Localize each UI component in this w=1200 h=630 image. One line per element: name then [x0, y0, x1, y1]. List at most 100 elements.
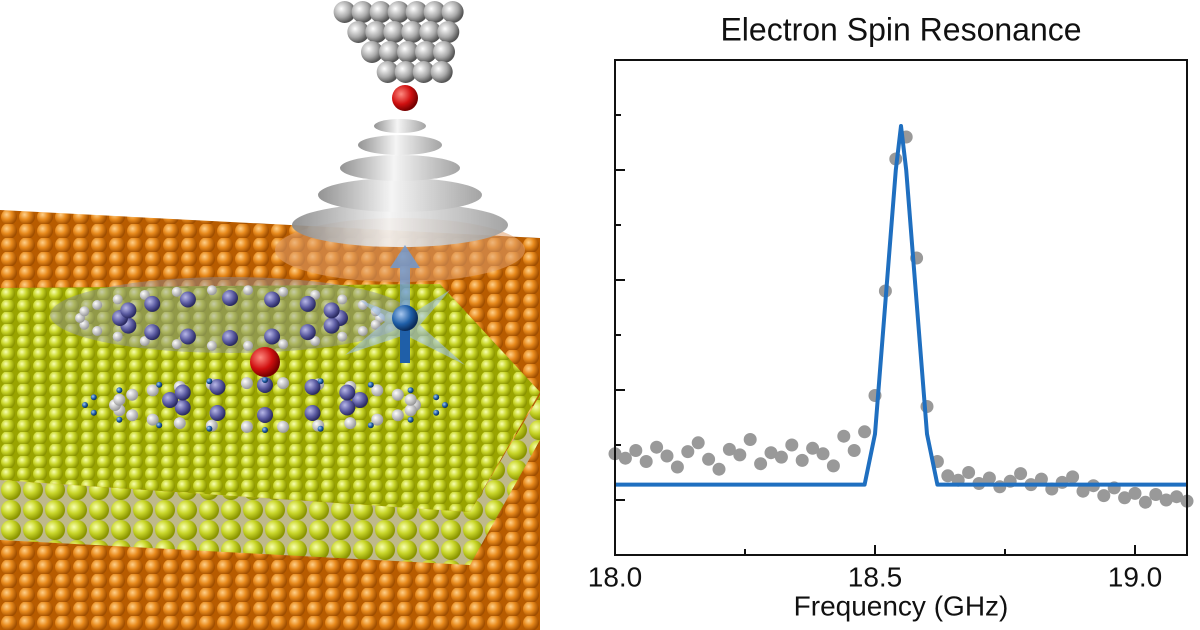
atom	[209, 404, 226, 421]
atom	[126, 409, 139, 422]
data-point	[1170, 490, 1184, 504]
tip-atom	[379, 41, 401, 63]
atom	[391, 388, 404, 401]
atom	[79, 306, 90, 317]
atom	[337, 294, 348, 305]
atom	[339, 384, 356, 401]
data-point	[982, 471, 996, 485]
data-point	[1014, 467, 1028, 481]
tip-atom	[392, 85, 418, 111]
atom	[156, 381, 163, 388]
tip-atom	[387, 1, 410, 23]
data-point	[1076, 484, 1090, 498]
data-point	[941, 469, 955, 483]
atom	[209, 379, 226, 396]
atom	[257, 377, 273, 393]
atom	[264, 328, 281, 345]
atom	[433, 394, 440, 401]
atom	[337, 331, 348, 342]
data-point	[743, 433, 757, 446]
atom	[323, 317, 340, 334]
atom	[278, 286, 289, 297]
atom	[222, 290, 238, 306]
atom	[277, 377, 290, 390]
atom	[299, 324, 316, 341]
atom	[179, 291, 196, 308]
tip-atom	[419, 21, 442, 43]
atom	[277, 420, 290, 433]
atom	[174, 384, 191, 401]
atom	[173, 417, 186, 430]
data-point	[816, 447, 830, 461]
layer-edge	[0, 395, 540, 565]
tip-atom	[351, 1, 374, 23]
data-point	[1149, 488, 1163, 501]
atom	[344, 417, 357, 430]
atom	[407, 416, 414, 423]
atom	[92, 326, 103, 337]
tip-atom	[347, 21, 370, 43]
atom	[391, 409, 404, 422]
plot-frame	[614, 59, 1188, 556]
atom	[278, 339, 289, 350]
atom	[171, 339, 182, 350]
atom	[146, 413, 159, 426]
data-point	[1097, 489, 1111, 503]
atom	[112, 294, 123, 305]
atom	[120, 302, 137, 319]
atom	[304, 379, 321, 396]
center-atom	[250, 347, 280, 377]
atom	[310, 336, 321, 347]
atom	[304, 404, 321, 421]
tip-atom	[376, 61, 399, 83]
atom	[174, 399, 191, 416]
stm-tip	[333, 1, 464, 83]
data-point	[806, 441, 820, 455]
tip-atom	[361, 41, 383, 63]
tip-atom	[415, 41, 437, 63]
data-point	[774, 450, 788, 464]
atom	[113, 393, 126, 406]
atom	[243, 340, 254, 351]
chart-title: Electron Spin Resonance	[720, 11, 1081, 47]
tip-atom	[441, 1, 464, 23]
molecules	[75, 285, 448, 433]
atom	[264, 291, 281, 308]
data-point	[837, 429, 851, 443]
data-point	[712, 462, 726, 476]
atom	[144, 324, 161, 341]
atom	[240, 420, 253, 433]
data-point	[691, 436, 705, 450]
atom	[206, 340, 217, 351]
cones	[292, 119, 508, 247]
data-point	[681, 445, 695, 459]
atom	[82, 402, 88, 408]
data-point	[1138, 495, 1152, 509]
tip-atom	[405, 1, 428, 23]
tip-atom	[369, 1, 392, 23]
atom	[156, 422, 163, 429]
x-tick-label: 18.5	[848, 561, 903, 592]
atom	[90, 409, 97, 416]
atom	[323, 302, 340, 319]
atom	[299, 295, 316, 312]
atom	[112, 331, 123, 342]
data-point	[1034, 472, 1048, 486]
data-point	[650, 440, 664, 454]
data-point	[754, 457, 768, 471]
data-point	[618, 451, 632, 465]
atom	[371, 384, 384, 397]
illustration	[0, 1, 540, 630]
atom	[352, 392, 368, 408]
atom	[442, 402, 448, 408]
atom	[139, 336, 150, 347]
atom	[206, 378, 213, 385]
data-point	[1128, 486, 1142, 500]
atom	[206, 285, 217, 296]
atom	[262, 427, 268, 433]
atom	[317, 378, 324, 385]
atom	[179, 328, 196, 345]
tip-atom	[365, 21, 388, 43]
atom	[367, 422, 374, 429]
atom	[370, 319, 381, 330]
